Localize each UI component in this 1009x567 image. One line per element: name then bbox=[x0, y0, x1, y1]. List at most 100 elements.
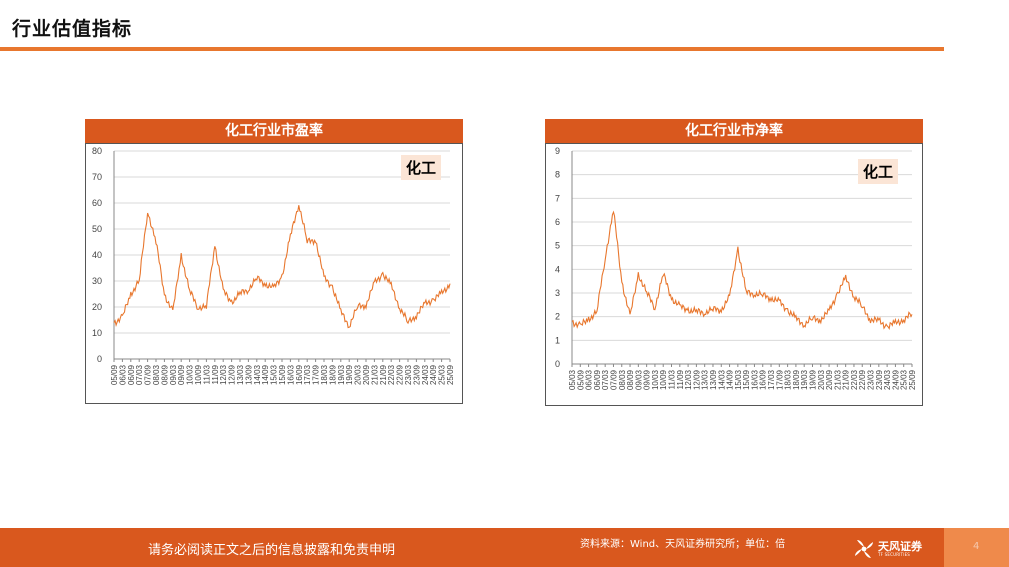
footer-disclaimer: 请务必阅读正文之后的信息披露和免责申明 bbox=[148, 543, 396, 558]
pe-xtick-label: 20/03 bbox=[354, 364, 363, 385]
pe-xtick-label: 11/03 bbox=[202, 364, 211, 384]
pb-xtick-label: 22/03 bbox=[850, 369, 859, 390]
pe-xtick-label: 08/03 bbox=[152, 364, 161, 385]
pb-ytick-label: 9 bbox=[555, 146, 560, 156]
pb-ytick-label: 5 bbox=[555, 241, 560, 251]
pb-xtick-label: 25/09 bbox=[908, 369, 917, 390]
pb-xtick-label: 20/03 bbox=[817, 369, 826, 390]
pe-xtick-label: 18/09 bbox=[328, 364, 337, 385]
footer-bar: 请务必阅读正文之后的信息披露和免责申明 资料来源：Wind、天风证券研究所；单位… bbox=[0, 528, 1009, 567]
pb-chart-header: 化工行业市净率 bbox=[545, 119, 923, 143]
pe-xtick-label: 21/09 bbox=[379, 364, 388, 385]
brand-logo: 天风证券 TF SECURITIES bbox=[852, 537, 928, 561]
pb-ytick-label: 2 bbox=[555, 312, 560, 322]
pe-xtick-label: 10/03 bbox=[186, 364, 195, 385]
pb-ytick-label: 6 bbox=[555, 217, 560, 227]
pe-xtick-label: 24/03 bbox=[421, 364, 430, 385]
pb-ytick-label: 4 bbox=[555, 264, 560, 274]
pe-ytick-label: 10 bbox=[92, 328, 102, 338]
pe-xtick-label: 13/09 bbox=[244, 364, 253, 385]
pb-xtick-label: 08/03 bbox=[618, 369, 627, 390]
pe-chart-legend-badge: 化工 bbox=[401, 155, 442, 180]
pe-ytick-label: 20 bbox=[92, 302, 102, 312]
pe-xtick-label: 06/03 bbox=[118, 364, 127, 385]
pe-series-line bbox=[113, 205, 451, 329]
pb-xtick-label: 18/03 bbox=[784, 369, 793, 390]
pb-xtick-label: 19/03 bbox=[800, 369, 809, 390]
pe-xtick-label: 19/03 bbox=[337, 364, 346, 385]
pb-series-line bbox=[571, 210, 913, 330]
pb-xtick-label: 08/09 bbox=[626, 369, 635, 390]
pb-xtick-label: 15/09 bbox=[742, 369, 751, 390]
pb-xtick-label: 20/09 bbox=[825, 369, 834, 390]
brand-name-en: TF SECURITIES bbox=[878, 552, 911, 557]
pe-xtick-label: 25/09 bbox=[446, 364, 455, 385]
pb-xtick-label: 13/03 bbox=[701, 369, 710, 390]
page-number: 4 bbox=[973, 541, 980, 552]
pe-xtick-label: 10/09 bbox=[194, 364, 203, 385]
pe-xtick-label: 17/03 bbox=[303, 364, 312, 385]
pb-xtick-label: 05/03 bbox=[568, 369, 577, 390]
pe-xtick-label: 15/03 bbox=[270, 364, 279, 385]
pb-xtick-label: 05/09 bbox=[576, 369, 585, 390]
pe-xtick-label: 21/03 bbox=[370, 364, 379, 385]
pb-xtick-label: 09/09 bbox=[643, 369, 652, 390]
pb-xtick-label: 10/09 bbox=[659, 369, 668, 390]
pb-xtick-label: 24/03 bbox=[883, 369, 892, 390]
title-rule bbox=[0, 47, 944, 51]
pe-xtick-label: 08/09 bbox=[160, 364, 169, 385]
pinwheel-logo-icon bbox=[855, 540, 873, 558]
pe-xtick-label: 11/09 bbox=[211, 364, 220, 384]
pe-xtick-label: 12/09 bbox=[228, 364, 237, 385]
pe-xtick-label: 23/09 bbox=[412, 364, 421, 385]
pe-xtick-label: 24/09 bbox=[429, 364, 438, 385]
pb-chart-panel: 化工行业市净率 0 1 2 3 4 5 6 7 8 9 05/03 05/09 06/03 06/09 07… bbox=[545, 119, 923, 406]
pb-xtick-label: 14/03 bbox=[717, 369, 726, 390]
pb-xtick-label: 23/03 bbox=[867, 369, 876, 390]
pe-xtick-label: 07/03 bbox=[135, 364, 144, 385]
pb-xtick-label: 11/03 bbox=[668, 369, 677, 389]
page-title: 行业估值指标 bbox=[12, 18, 133, 40]
pb-xtick-label: 12/09 bbox=[692, 369, 701, 390]
pb-xtick-label: 22/09 bbox=[858, 369, 867, 390]
pb-ytick-label: 8 bbox=[555, 170, 560, 180]
pe-xtick-label: 07/09 bbox=[144, 364, 153, 385]
pe-xtick-label: 13/03 bbox=[236, 364, 245, 385]
pe-xtick-label: 20/09 bbox=[362, 364, 371, 385]
pb-xtick-label: 16/03 bbox=[750, 369, 759, 390]
pe-chart-panel: 化工行业市盈率 0 10 20 30 40 50 60 70 80 05/09 06/03 06/09… bbox=[85, 119, 463, 404]
pe-xtick-label: 14/09 bbox=[261, 364, 270, 385]
pb-xtick-label: 17/03 bbox=[767, 369, 776, 390]
pe-chart: 0 10 20 30 40 50 60 70 80 05/09 06/03 06/09 07/03 07/… bbox=[92, 146, 455, 385]
pe-xtick-label: 16/03 bbox=[286, 364, 295, 385]
pb-chart-legend-badge: 化工 bbox=[858, 159, 899, 184]
pb-xtick-label: 18/09 bbox=[792, 369, 801, 390]
pe-xtick-label: 23/03 bbox=[404, 364, 413, 385]
pe-xtick-label: 14/03 bbox=[253, 364, 262, 385]
pe-xtick-label: 22/09 bbox=[396, 364, 405, 385]
pe-chart-header: 化工行业市盈率 bbox=[85, 119, 463, 143]
pb-xtick-label: 11/09 bbox=[676, 369, 685, 389]
pb-xtick-label: 09/03 bbox=[634, 369, 643, 390]
pe-xtick-label: 18/03 bbox=[320, 364, 329, 385]
brand-name: 天风证券 bbox=[878, 540, 922, 553]
pe-ytick-label: 0 bbox=[97, 354, 102, 364]
pb-chart: 0 1 2 3 4 5 6 7 8 9 05/03 05/09 06/03 06/09 07/03 07/09… bbox=[555, 146, 917, 390]
pb-xtick-label: 07/09 bbox=[609, 369, 618, 390]
pb-xtick-label: 13/09 bbox=[709, 369, 718, 390]
footer-source-note: 资料来源：Wind、天风证券研究所；单位：倍 bbox=[580, 539, 786, 550]
pe-xtick-label: 17/09 bbox=[312, 364, 321, 385]
pe-xtick-label: 09/03 bbox=[169, 364, 178, 385]
pb-xtick-label: 21/03 bbox=[833, 369, 842, 390]
pb-xtick-label: 19/09 bbox=[808, 369, 817, 390]
pb-ytick-label: 1 bbox=[555, 335, 560, 345]
pe-xtick-label: 16/09 bbox=[295, 364, 304, 385]
pe-ytick-label: 80 bbox=[92, 146, 102, 156]
pe-xtick-label: 22/03 bbox=[387, 364, 396, 385]
pb-xtick-label: 15/03 bbox=[734, 369, 743, 390]
pb-xtick-label: 17/09 bbox=[775, 369, 784, 390]
pb-xtick-label: 23/09 bbox=[875, 369, 884, 390]
pe-xtick-label: 19/09 bbox=[345, 364, 354, 385]
pb-ytick-label: 3 bbox=[555, 288, 560, 298]
pb-xtick-label: 12/03 bbox=[684, 369, 693, 390]
